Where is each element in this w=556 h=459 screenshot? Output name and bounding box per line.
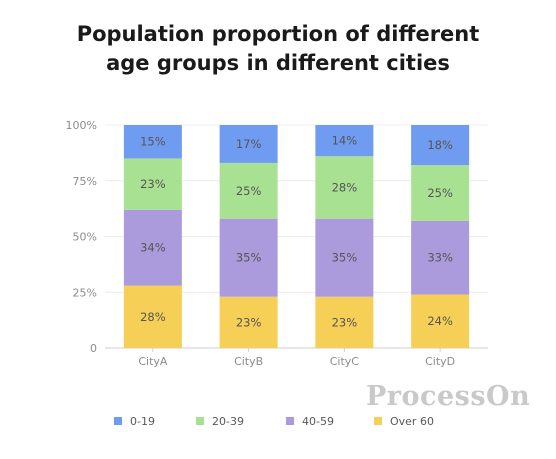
y-tick-label: 75% <box>73 175 97 188</box>
data-label: 25% <box>236 184 262 198</box>
x-tick-label: CityA <box>138 355 168 368</box>
chart-title: Population proportion of different age g… <box>0 20 556 78</box>
bar-segment-40-59 <box>315 218 374 297</box>
bar-segment-20-39 <box>123 158 182 210</box>
legend-label: 20-39 <box>212 415 244 428</box>
data-label: 28% <box>332 180 358 194</box>
data-label: 14% <box>332 134 358 148</box>
bar-segment-40-59 <box>123 209 182 286</box>
y-tick-label: 100% <box>66 119 97 132</box>
bar-segment-20-39 <box>315 156 374 219</box>
data-label: 15% <box>140 135 166 149</box>
x-tick-label: CityC <box>330 355 360 368</box>
bar-segment-20-39 <box>411 165 470 221</box>
bar-segment-over-60 <box>411 294 470 348</box>
data-label: 24% <box>427 314 453 328</box>
legend-label: Over 60 <box>390 415 434 428</box>
data-label: 28% <box>140 310 166 324</box>
data-label: 23% <box>140 177 166 191</box>
data-label: 17% <box>236 137 262 151</box>
data-label: 23% <box>332 315 358 329</box>
data-label: 35% <box>332 251 358 265</box>
bar-segment-over-60 <box>123 285 182 348</box>
processon-watermark: ProcessOn <box>366 381 531 412</box>
bar-segment-40-59 <box>219 218 278 297</box>
data-label: 33% <box>427 251 453 265</box>
legend-label: 40-59 <box>302 415 334 428</box>
bar-segment-0-19 <box>123 125 182 159</box>
y-tick-label: 50% <box>73 231 97 244</box>
bar-segment-0-19 <box>219 125 278 163</box>
y-tick-label: 0 <box>90 342 97 355</box>
data-label: 23% <box>236 315 262 329</box>
chart-title-line-2: age groups in different cities <box>106 51 450 75</box>
bar-segment-40-59 <box>411 220 470 295</box>
bar-segment-over-60 <box>315 296 374 348</box>
legend-swatch <box>196 417 204 425</box>
legend-label: 0-19 <box>130 415 155 428</box>
data-label: 25% <box>427 186 453 200</box>
bar-segment-0-19 <box>411 125 470 166</box>
legend-swatch <box>374 417 382 425</box>
x-tick-label: CityB <box>234 355 263 368</box>
y-tick-label: 25% <box>73 286 97 299</box>
data-label: 34% <box>140 241 166 255</box>
legend-swatch <box>286 417 294 425</box>
bar-segment-20-39 <box>219 162 278 219</box>
x-tick-label: CityD <box>425 355 455 368</box>
bar-segment-over-60 <box>219 296 278 348</box>
data-label: 35% <box>236 251 262 265</box>
legend-swatch <box>114 417 122 425</box>
chart-title-line-1: Population proportion of different <box>76 22 480 46</box>
data-label: 18% <box>427 138 453 152</box>
bar-segment-0-19 <box>315 125 374 157</box>
